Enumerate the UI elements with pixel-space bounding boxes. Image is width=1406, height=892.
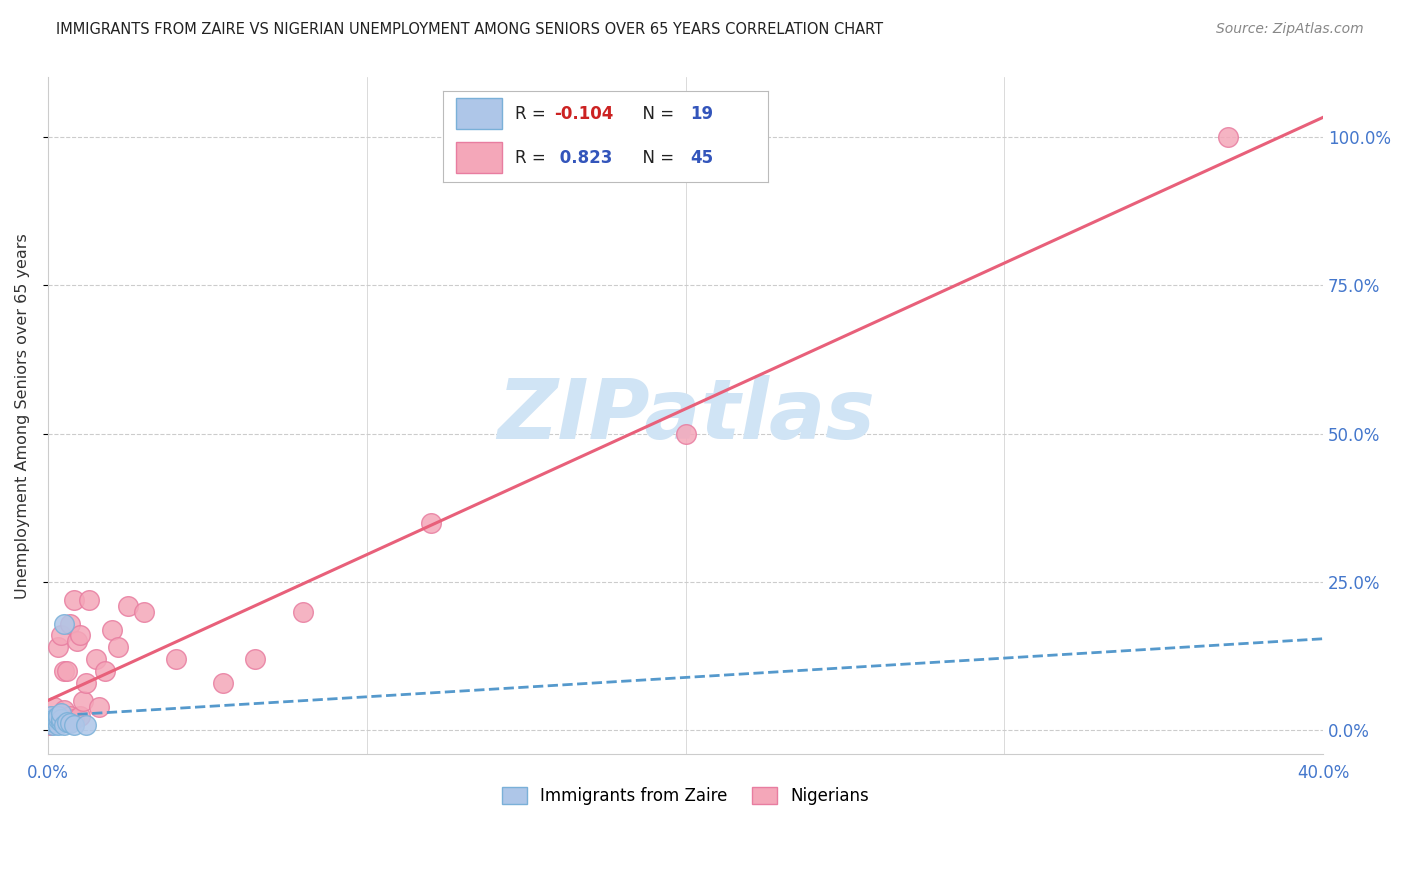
Point [49, 712, 72, 726]
Point [46, 708, 69, 723]
Point [94, 664, 117, 678]
Point [53, 714, 76, 729]
Point [165, 652, 187, 666]
Point [39, 714, 62, 729]
Point [49, 712, 72, 726]
Point [212, 676, 235, 690]
Point [53, 703, 76, 717]
Text: ZIPatlas: ZIPatlas [496, 376, 875, 457]
Point [419, 516, 441, 530]
Point [49, 714, 72, 729]
Point [39, 708, 62, 723]
Point [46, 708, 69, 723]
Point [245, 652, 267, 666]
Legend: Immigrants from Zaire, Nigerians: Immigrants from Zaire, Nigerians [494, 779, 877, 814]
Point [59, 715, 82, 730]
Point [72, 694, 94, 708]
Point [53, 664, 76, 678]
Point [53, 708, 76, 723]
Point [45, 712, 67, 726]
Point [46, 717, 69, 731]
Point [107, 640, 129, 655]
Point [46, 640, 69, 655]
Point [117, 599, 139, 613]
Point [56, 714, 79, 729]
Point [39, 714, 62, 729]
Point [53, 717, 76, 731]
Point [87, 699, 110, 714]
Point [44, 699, 66, 714]
Point [42, 712, 65, 726]
Point [62, 717, 84, 731]
Point [56, 714, 79, 729]
Point [44, 712, 66, 726]
Point [62, 592, 84, 607]
Point [38, 712, 60, 726]
Point [39, 708, 62, 723]
Text: Source: ZipAtlas.com: Source: ZipAtlas.com [1216, 22, 1364, 37]
Point [53, 616, 76, 631]
Point [101, 623, 124, 637]
Text: IMMIGRANTS FROM ZAIRE VS NIGERIAN UNEMPLOYMENT AMONG SENIORS OVER 65 YEARS CORRE: IMMIGRANTS FROM ZAIRE VS NIGERIAN UNEMPL… [56, 22, 883, 37]
Point [75, 717, 97, 731]
Point [46, 712, 69, 726]
Point [44, 708, 66, 723]
Point [59, 712, 82, 726]
Point [59, 708, 82, 723]
Point [84, 652, 107, 666]
Point [79, 592, 101, 607]
Point [44, 714, 66, 729]
Point [1216, 129, 1239, 144]
Point [44, 714, 66, 729]
Y-axis label: Unemployment Among Seniors over 65 years: Unemployment Among Seniors over 65 years [15, 233, 30, 599]
Point [42, 717, 65, 731]
Point [49, 628, 72, 642]
Point [46, 714, 69, 729]
Point [62, 712, 84, 726]
Point [69, 628, 91, 642]
Point [132, 605, 155, 619]
Point [46, 712, 69, 726]
Point [56, 664, 79, 678]
Point [675, 426, 697, 441]
Point [292, 605, 315, 619]
Point [59, 616, 82, 631]
Point [49, 706, 72, 720]
Point [38, 717, 60, 731]
Point [49, 714, 72, 729]
Point [69, 708, 91, 723]
Point [75, 676, 97, 690]
Point [66, 634, 89, 648]
